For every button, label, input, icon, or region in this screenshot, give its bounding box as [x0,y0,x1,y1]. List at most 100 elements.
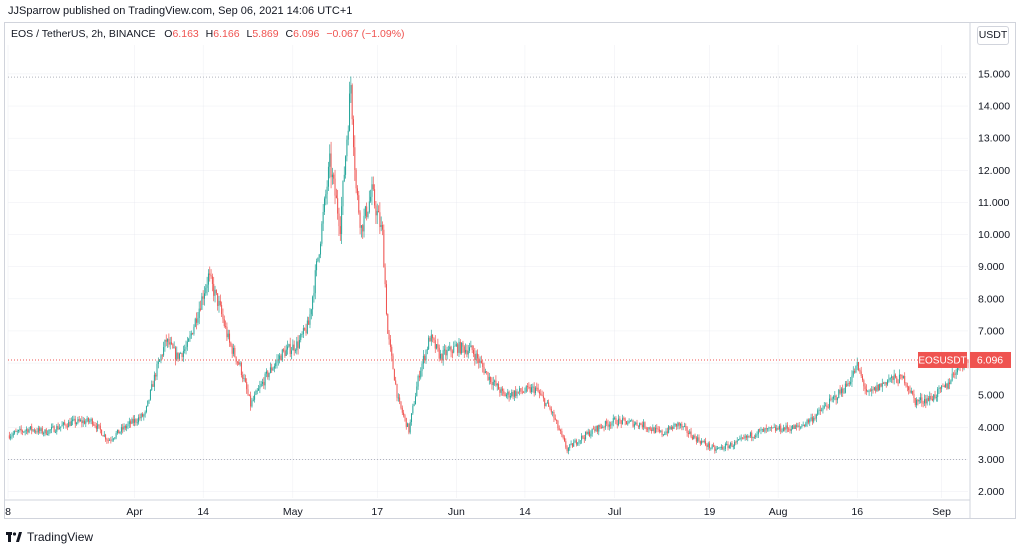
candle-body [329,153,331,167]
candle-body [645,428,647,430]
candle-body [285,349,287,356]
candle-body [676,423,678,427]
candle-body [413,404,415,406]
candle-body [844,383,846,393]
candle-body [541,394,543,396]
candle-body [585,432,587,440]
candle-body [701,440,703,444]
candle-body [429,337,431,342]
candle-body [752,436,754,438]
candle-body [350,85,352,94]
candle-body [210,274,212,277]
candle-body [798,425,800,427]
candle-body [623,418,625,420]
candle-body [119,431,121,434]
candle-body [896,377,898,383]
candle-body [723,448,725,450]
candle-body [281,349,283,361]
candle-body [306,320,308,334]
candle-body [821,410,823,412]
candle-body [362,225,364,232]
candle-body [598,425,600,432]
candle-body [608,424,610,427]
candle-body [40,428,42,431]
candle-body [341,206,343,234]
candle-body [207,273,209,285]
candle-body [517,391,519,393]
candle-body [764,428,766,432]
candle-body [327,166,329,187]
candle-body [189,335,191,339]
candle-body [99,425,101,430]
candle-body [771,427,773,429]
candle-body [801,426,803,427]
candle-body [229,333,231,343]
candle-body [914,398,916,406]
currency-button[interactable]: USDT [977,26,1009,45]
candle-body [897,382,899,384]
candle-body [342,181,344,207]
candle-body [356,188,358,196]
candle-body [223,319,225,327]
candle-body [338,213,340,227]
candle-body [540,393,542,395]
candle-body [87,417,89,422]
candle-body [83,420,85,424]
y-tick-label: 13.000 [978,133,1010,145]
candle-body [673,424,675,430]
candle-body [289,344,291,354]
candle-body [636,422,638,426]
candle-body [784,427,786,430]
candle-body [345,156,347,175]
candle-body [366,206,368,217]
candle-body [476,353,478,359]
candle-body [943,385,945,387]
candle-body [408,423,410,433]
candle-body [865,389,867,392]
candle-body [379,212,381,228]
footer-brand[interactable]: TradingView [6,530,93,544]
candle-body [643,422,645,428]
candle-body [894,374,896,378]
candle-body [152,384,154,387]
candle-body [155,374,157,377]
candle-body [916,399,918,406]
candle-body [142,413,144,417]
change-value: −0.067 (−1.09%) [326,28,405,40]
x-tick-label: Apr [126,506,143,518]
candle-body [61,424,63,427]
candle-body [512,391,514,397]
candle-body [748,435,750,437]
candle-body [101,429,103,436]
candle-body [424,355,426,361]
candle-body [265,371,267,374]
candle-body [710,448,712,449]
candle-body [484,371,486,374]
candle-body [761,428,763,430]
candle-body [745,435,747,438]
candle-body [474,354,476,360]
close-label: C [285,28,294,40]
candle-body [734,441,736,446]
price-tag-bg [970,351,1011,368]
candle-body [182,350,184,358]
candle-body [668,426,670,433]
candle-body [577,443,579,445]
candle-body [521,391,523,393]
candle-body [500,388,502,393]
candle-body [106,439,108,441]
candle-body [193,326,195,335]
x-tick-label: 16 [851,506,863,518]
candle-body [93,424,95,426]
candle-body [147,400,149,407]
candle-body [405,417,407,427]
candle-body [607,423,609,427]
candle-body [550,408,552,413]
tradingview-logo-icon [6,532,22,542]
candle-body [297,341,299,348]
candle-body [401,407,403,413]
candle-body [206,284,208,288]
candle-body [579,440,581,442]
candle-body [525,386,527,392]
